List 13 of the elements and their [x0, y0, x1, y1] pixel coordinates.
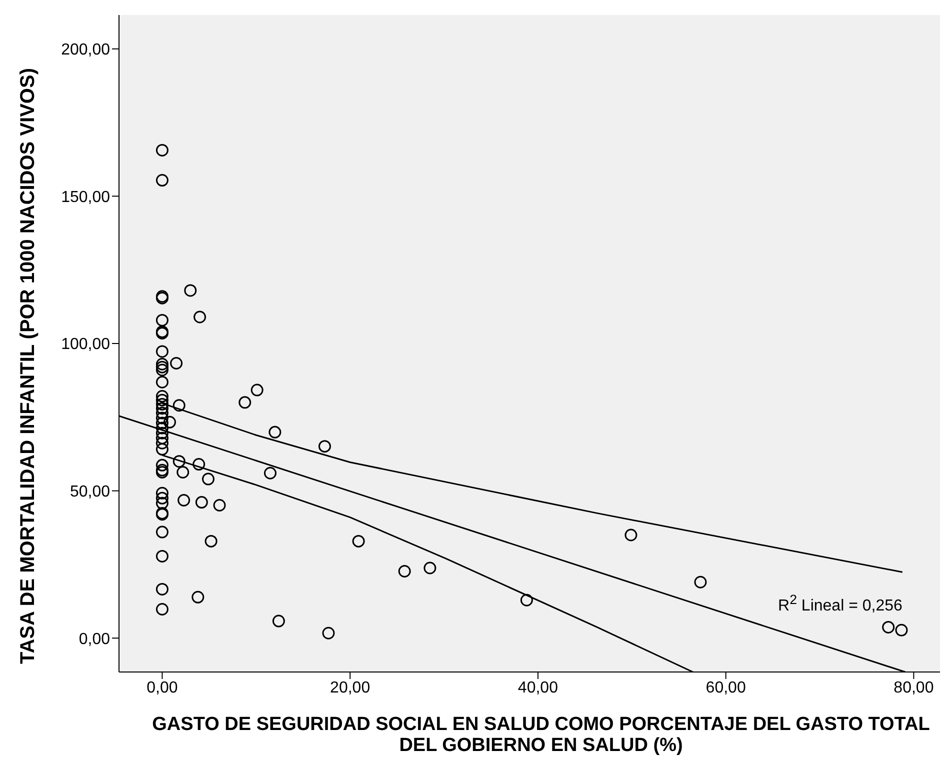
y-tick-label: 100,00: [61, 336, 110, 354]
x-tick-label: 20,00: [330, 679, 370, 696]
y-axis-title: TASA DE MORTALIDAD INFANTIL (POR 1000 NACIDOS VIVOS): [17, 68, 39, 664]
y-tick-label: 150,00: [61, 188, 110, 206]
x-axis-title: GASTO DE SEGURIDAD SOCIAL EN SALUD COMO PORCENTAJE DEL GASTO TOTAL DEL GOBIERNO EN SALUD (%): [151, 714, 931, 756]
annotation: R$^{2}$ Lineal = 0,256: [778, 592, 902, 616]
x-tick-label: 60,00: [706, 679, 746, 696]
y-tick-label: 0,00: [78, 630, 110, 648]
x-tick-label: 40,00: [518, 679, 558, 696]
x-tick-label: 0,00: [146, 679, 178, 696]
y-tick-label: 200,00: [61, 42, 110, 59]
x-tick-label: 80,00: [894, 679, 934, 696]
y-tick-label: 50,00: [70, 483, 110, 500]
